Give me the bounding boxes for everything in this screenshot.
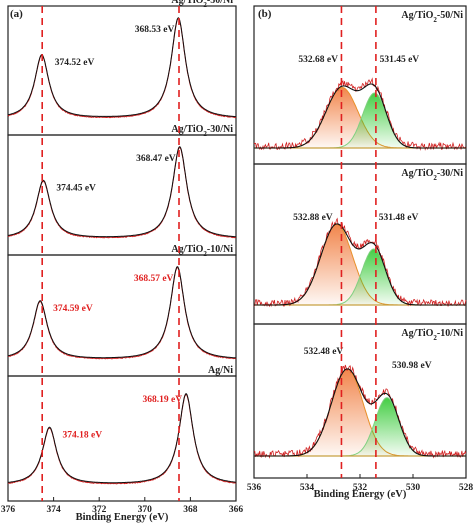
panel-a-x-tick-label: 368 [183,505,198,515]
panel-b-subplot-1 [253,5,467,165]
component-label-b-left: 532.48 eV [304,347,344,357]
panel-a-spectrum-line [7,146,237,238]
sample-label-b: Ag/TiO2-30/Ni [401,168,463,182]
component-label-b-left: 532.68 eV [298,55,338,65]
panel-b-x-tick-label: 532 [353,483,368,493]
sample-label-b: Ag/TiO2-50/Ni [401,10,463,24]
panel-b-component-fill-1 [254,87,466,148]
peak-label-a-left: 374.18 eV [62,431,102,441]
peak-label-a-left: 374.59 eV [53,304,93,314]
panel-a-label: (a) [10,8,23,20]
peak-label-a-right: 368.47 eV [136,154,176,164]
peak-label-a-left: 374.52 eV [55,58,95,68]
component-label-b-right: 531.48 eV [379,213,419,223]
panel-b-component-fill-2 [254,93,466,148]
panel-b-x-tick-label: 534 [300,483,315,493]
panel-b-raw-data-line [253,364,467,459]
panel-b-x-tick-label: 536 [247,483,262,493]
panel-b-label: (b) [258,8,272,20]
panel-a-spectrum-line [7,17,236,118]
panel-a-subplot-4 [7,375,237,502]
panel-a-subplot-frame [7,375,237,502]
panel-b-x-tick-label: 530 [406,483,421,493]
component-label-b-right: 531.45 eV [380,55,420,65]
peak-label-a-right: 368.53 eV [135,25,175,35]
panel-a-x-tick-label: 366 [229,505,244,515]
peak-label-a-right: 368.57 eV [134,274,174,284]
panel-a-spectrum-line [7,393,236,484]
sample-label-a: Ag/TiO2-50/Ni [171,0,233,9]
panel-a-xlabel: Binding Energy (eV) [76,512,169,523]
panel-b-x-tick-label: 528 [459,483,474,493]
component-label-b-left: 532.88 eV [293,213,333,223]
sample-label-a: Ag/TiO2-10/Ni [171,244,233,258]
panel-a-x-tick-label: 372 [92,505,107,515]
panel-b-subplot-3 [253,323,467,479]
panel-a-x-tick-label: 374 [46,505,61,515]
panel-a-x-tick-label: 370 [138,505,153,515]
panel-a-x-tick-label: 376 [1,505,16,515]
panel-b-xlabel: Binding Energy (eV) [314,489,407,500]
panel-b-envelope-line [254,83,466,149]
peak-label-a-left: 374.45 eV [56,184,96,194]
panel-b-envelope-line [254,223,466,306]
sample-label-a: Ag/TiO2-30/Ni [171,124,233,138]
sample-label-b: Ag/TiO2-10/Ni [401,328,463,342]
peak-label-a-right: 368.19 eV [142,395,182,405]
sample-label-a: Ag/Ni [208,365,233,376]
panel-a-spectrum-line [7,266,236,359]
panel-b-component-fill-1 [254,369,466,456]
panel-b-subplot-2 [253,163,467,325]
panel-b-envelope-line [254,368,466,457]
component-label-b-right: 530.98 eV [392,361,432,371]
